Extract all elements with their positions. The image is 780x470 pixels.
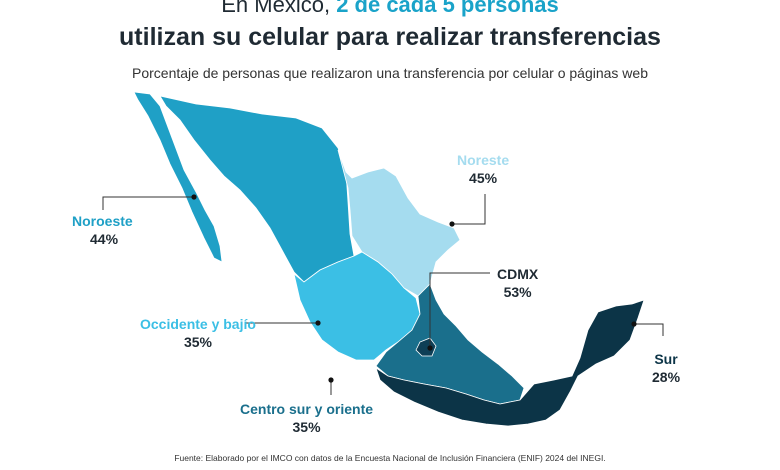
label-centro-sur: Centro sur y oriente 35% bbox=[240, 400, 373, 436]
label-noroeste: Noroeste 44% bbox=[72, 212, 133, 248]
title-line-1: En México, 2 de cada 5 personas bbox=[0, 0, 780, 19]
dot-noroeste bbox=[191, 194, 197, 200]
title-line-2: utilizan su celular para realizar transf… bbox=[119, 23, 661, 51]
region-noroeste-baja bbox=[133, 91, 223, 263]
label-noreste-value: 45% bbox=[469, 170, 498, 186]
dot-centro-sur bbox=[328, 377, 334, 383]
label-cdmx-value: 53% bbox=[503, 284, 532, 300]
label-occidente-name: Occidente y bajío bbox=[140, 316, 256, 332]
dot-cdmx bbox=[427, 345, 433, 351]
leader-lines bbox=[102, 194, 664, 395]
region-noreste bbox=[337, 149, 461, 297]
leader-cdmx bbox=[429, 272, 490, 348]
label-occidente-value: 35% bbox=[183, 334, 212, 350]
label-cdmx-name: CDMX bbox=[497, 266, 539, 282]
title-highlight: 2 de cada 5 personas bbox=[336, 0, 559, 17]
label-noreste: Noreste 45% bbox=[457, 151, 509, 187]
label-sur: Sur 28% bbox=[652, 350, 680, 386]
subtitle: Porcentaje de personas que realizaron un… bbox=[132, 65, 648, 81]
leader-dots bbox=[191, 194, 637, 383]
source-note: Fuente: Elaborado por el IMCO con datos … bbox=[174, 453, 606, 463]
label-sur-name: Sur bbox=[654, 351, 678, 367]
label-sur-value: 28% bbox=[652, 369, 681, 385]
leader-noroeste bbox=[102, 196, 194, 210]
label-centro-sur-value: 35% bbox=[292, 419, 321, 435]
label-noroeste-name: Noroeste bbox=[72, 213, 133, 229]
label-noreste-name: Noreste bbox=[457, 152, 510, 168]
label-noroeste-value: 44% bbox=[90, 231, 119, 247]
dot-noreste bbox=[449, 221, 455, 227]
label-occidente: Occidente y bajío 35% bbox=[140, 315, 256, 351]
region-sur bbox=[375, 299, 645, 427]
label-cdmx: CDMX 53% bbox=[497, 265, 538, 301]
label-centro-sur-name: Centro sur y oriente bbox=[240, 401, 374, 417]
leader-noreste bbox=[452, 194, 486, 225]
leader-sur bbox=[634, 323, 664, 336]
dot-sur bbox=[631, 321, 637, 327]
title-prefix: En México, bbox=[221, 0, 337, 17]
dot-occidente bbox=[315, 320, 321, 326]
